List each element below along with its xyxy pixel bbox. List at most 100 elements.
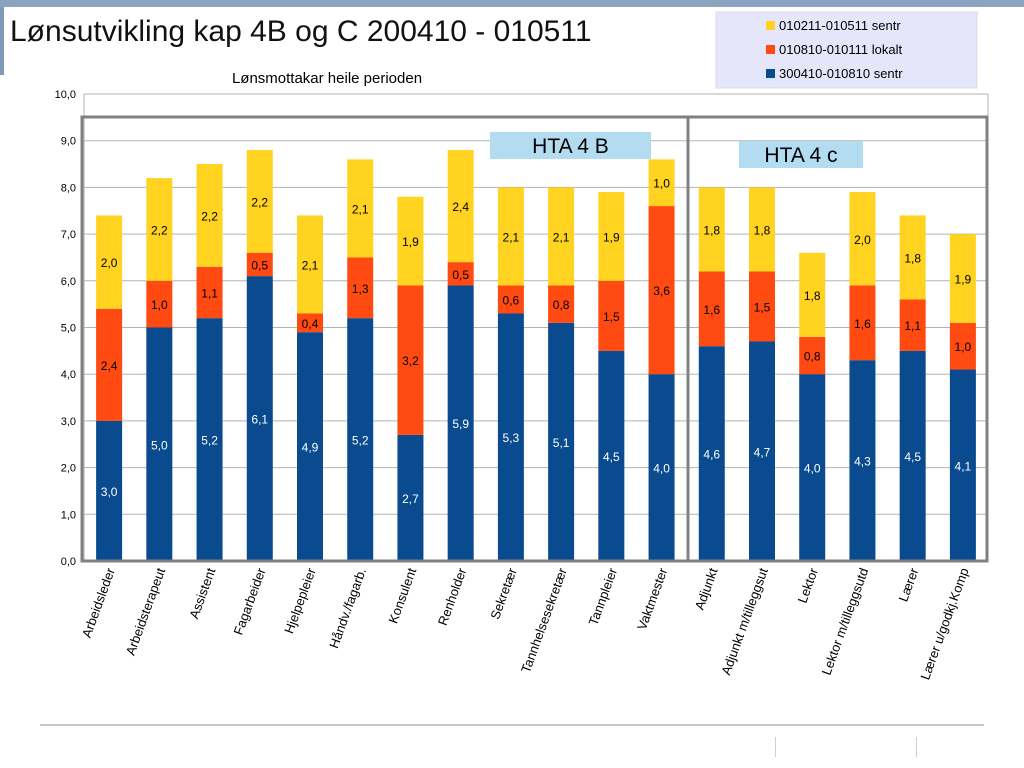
data-label: 5,2 [201,434,218,448]
data-label: 1,9 [603,230,620,244]
x-tick-label: Lektor m/tilleggsutd [819,566,872,677]
bar-segment [347,257,374,319]
bar-segment [949,322,976,370]
data-label: 1,0 [955,340,972,354]
bar-segment [146,327,173,561]
bars [96,150,976,561]
bar-segment [849,360,876,561]
data-label: 0,5 [452,268,469,282]
bar-segment [749,187,775,272]
bar-segment [196,164,223,267]
legend-swatch [766,69,775,78]
annotation-box [490,132,651,159]
group-boxes: HTA 4 B HTA 4 c [80,115,989,563]
x-tick-label: Konsulent [385,566,419,626]
data-label: 1,8 [804,289,821,303]
data-label: 0,6 [503,293,520,307]
footer-divider [40,724,984,726]
x-tick-label: Lærer u/godkj.Komp [917,566,971,682]
bar-segment [497,313,524,561]
legend-label: 300410-010810 sentr [779,66,903,81]
x-tick-label: Fagarbeider [231,565,269,637]
group-box [80,115,690,563]
x-axis-ticks: Arbeidsleder Arbeidsterapeut Assistent Faga… [79,565,972,681]
x-tick-label: Sekretær [487,565,520,621]
x-tick-label: Adjunkt m/tilleggsut [718,566,771,677]
data-label: 4,5 [904,450,921,464]
data-label: 2,2 [201,209,218,223]
x-tick-label: Arbeidsterapeut [123,566,169,658]
legend: 010211-010511 sentr 010810-010111 lokalt 3… [715,11,978,89]
y-tick-label: 8,0 [61,182,76,194]
bar-segment [246,276,273,561]
data-label: 5,0 [151,438,168,452]
page-title: Lønsutvikling kap 4B og C 200410 - 01051… [10,15,592,48]
bar-segment [548,187,575,286]
y-tick-label: 9,0 [61,136,76,148]
bar-segment [297,215,323,314]
x-tick-label: Lærer [896,565,922,603]
bar-segment [598,192,625,281]
y-axis-ticks: 0,0 1,0 2,0 3,0 4,0 5,0 6,0 7,0 8,0 9,0 10,0 [55,89,76,568]
data-label: 5,3 [503,431,520,445]
bar-segment [347,159,374,258]
data-label: 2,7 [402,492,419,506]
data-label: 1,0 [653,177,670,191]
annotation-label: HTA 4 B [532,135,609,158]
data-label: 3,6 [653,284,670,298]
bar-segment [246,150,273,253]
data-label: 4,5 [603,450,620,464]
y-tick-label: 3,0 [61,416,76,428]
legend-box [715,11,978,89]
data-label: 2,4 [101,359,118,373]
bar-segment [548,285,575,323]
y-tick-label: 0,0 [61,556,76,568]
bar-segment [497,285,524,314]
data-label: 4,7 [754,445,771,459]
bar-segment [799,252,826,337]
data-label: 0,8 [804,350,821,364]
bar-segment [648,374,675,561]
y-tick-label: 1,0 [61,509,76,521]
y-tick-label: 6,0 [61,276,76,288]
data-label: 5,1 [553,436,570,450]
x-tick-label: Tannhelsesekretær [518,565,570,675]
bar-segment [246,252,273,277]
bar-segment [447,262,474,286]
bar-segment [297,332,323,561]
data-label: 1,8 [904,251,921,265]
data-label: 1,5 [603,310,620,324]
legend-swatch [766,21,775,30]
bar-segment [347,318,374,561]
bar-segment [849,285,876,361]
legend-swatch [766,45,775,54]
data-label: 0,4 [302,317,319,331]
data-label: 4,3 [854,455,871,469]
bar-segment [698,346,725,561]
data-label: 3,2 [402,354,419,368]
x-tick-label: Renholder [435,565,470,627]
x-tick-label: Lektor [795,565,822,605]
y-tick-label: 4,0 [61,369,76,381]
data-labels: 3,0 2,4 2,0 5,0 1,0 2,2 5,2 1,1 2,2 6,1 0,5 2,2 4,9 0… [101,177,972,506]
annotation-box [739,141,863,168]
data-label: 2,1 [503,230,520,244]
bar-segment [698,187,725,272]
bar-segment [196,318,223,561]
bar-segment [749,341,775,561]
bar-segment [899,299,926,351]
data-label: 2,1 [553,230,570,244]
bar-segment [196,266,223,319]
bar-segment [397,434,424,561]
bar-segment [96,420,123,561]
group-box [686,115,989,563]
data-label: 1,0 [151,298,168,312]
x-tick-label: Håndv./fagarb. [326,566,369,650]
data-label: 1,9 [402,235,419,249]
x-tick-label: Assistent [186,566,218,621]
data-label: 4,0 [804,462,821,476]
y-tick-label: 2,0 [61,463,76,475]
bar-segment [799,374,826,561]
chart-title: Lønsmottakar heile perioden [232,70,422,87]
bar-segment [96,215,123,309]
